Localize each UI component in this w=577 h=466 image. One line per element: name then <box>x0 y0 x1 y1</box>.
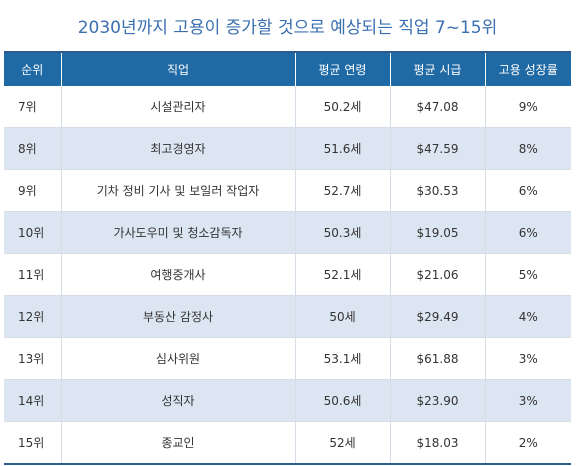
table-row: 10위 가사도우미 및 청소감독자 50.3세 $19.05 6% <box>4 211 571 254</box>
age-cell: 52세 <box>294 421 390 465</box>
header-job: 직업 <box>60 53 295 86</box>
jobs-table: 순위 직업 평균 연령 평균 시급 고용 성장률 7위 시설관리자 50.2세 … <box>4 53 571 465</box>
job-cell: 시설관리자 <box>60 86 295 128</box>
age-cell: 51.6세 <box>294 127 390 170</box>
job-cell: 성직자 <box>60 379 295 422</box>
header-rank: 순위 <box>4 53 61 86</box>
wage-cell: $19.05 <box>389 211 485 254</box>
rank-cell: 8위 <box>4 127 61 170</box>
rank-cell: 10위 <box>4 211 61 254</box>
rank-cell: 7위 <box>4 86 61 128</box>
age-cell: 52.7세 <box>294 169 390 212</box>
job-cell: 기차 정비 기사 및 보일러 작업자 <box>60 169 295 212</box>
rank-cell: 9위 <box>4 169 61 212</box>
rank-cell: 15위 <box>4 421 61 465</box>
rank-cell: 14위 <box>4 379 61 422</box>
wage-cell: $21.06 <box>389 253 485 296</box>
wage-cell: $18.03 <box>389 421 485 465</box>
table-row: 7위 시설관리자 50.2세 $47.08 9% <box>4 86 571 128</box>
growth-cell: 9% <box>484 86 571 128</box>
table-row: 9위 기차 정비 기사 및 보일러 작업자 52.7세 $30.53 6% <box>4 169 571 212</box>
table-row: 11위 여행중개사 52.1세 $21.06 5% <box>4 253 571 296</box>
job-cell: 부동산 감정사 <box>60 295 295 338</box>
table-row: 14위 성직자 50.6세 $23.90 3% <box>4 379 571 422</box>
age-cell: 53.1세 <box>294 337 390 380</box>
header-age: 평균 연령 <box>294 53 390 86</box>
wage-cell: $23.90 <box>389 379 485 422</box>
rank-cell: 11위 <box>4 253 61 296</box>
rank-cell: 12위 <box>4 295 61 338</box>
table-row: 15위 종교인 52세 $18.03 2% <box>4 421 571 465</box>
job-cell: 심사위원 <box>60 337 295 380</box>
growth-cell: 3% <box>484 337 571 380</box>
job-cell: 최고경영자 <box>60 127 295 170</box>
table-body: 7위 시설관리자 50.2세 $47.08 9% 8위 최고경영자 51.6세 … <box>4 86 571 465</box>
job-cell: 종교인 <box>60 421 295 465</box>
growth-cell: 8% <box>484 127 571 170</box>
wage-cell: $29.49 <box>389 295 485 338</box>
growth-cell: 2% <box>484 421 571 465</box>
wage-cell: $47.59 <box>389 127 485 170</box>
wage-cell: $30.53 <box>389 169 485 212</box>
wage-cell: $61.88 <box>389 337 485 380</box>
header-row: 순위 직업 평균 연령 평균 시급 고용 성장률 <box>4 53 571 86</box>
age-cell: 50.6세 <box>294 379 390 422</box>
age-cell: 50.2세 <box>294 86 390 128</box>
header-growth: 고용 성장률 <box>484 53 571 86</box>
table-row: 13위 심사위원 53.1세 $61.88 3% <box>4 337 571 380</box>
growth-cell: 3% <box>484 379 571 422</box>
job-cell: 여행중개사 <box>60 253 295 296</box>
wage-cell: $47.08 <box>389 86 485 128</box>
rank-cell: 13위 <box>4 337 61 380</box>
table-title: 2030년까지 고용이 증가할 것으로 예상되는 직업 7~15위 <box>77 18 498 38</box>
table-header: 순위 직업 평균 연령 평균 시급 고용 성장률 <box>4 53 571 86</box>
age-cell: 52.1세 <box>294 253 390 296</box>
growth-cell: 5% <box>484 253 571 296</box>
growth-cell: 6% <box>484 211 571 254</box>
growth-cell: 4% <box>484 295 571 338</box>
growth-cell: 6% <box>484 169 571 212</box>
header-wage: 평균 시급 <box>389 53 485 86</box>
table-row: 12위 부동산 감정사 50세 $29.49 4% <box>4 295 571 338</box>
table-row: 8위 최고경영자 51.6세 $47.59 8% <box>4 127 571 170</box>
job-cell: 가사도우미 및 청소감독자 <box>60 211 295 254</box>
age-cell: 50.3세 <box>294 211 390 254</box>
age-cell: 50세 <box>294 295 390 338</box>
title-divider <box>4 51 571 53</box>
